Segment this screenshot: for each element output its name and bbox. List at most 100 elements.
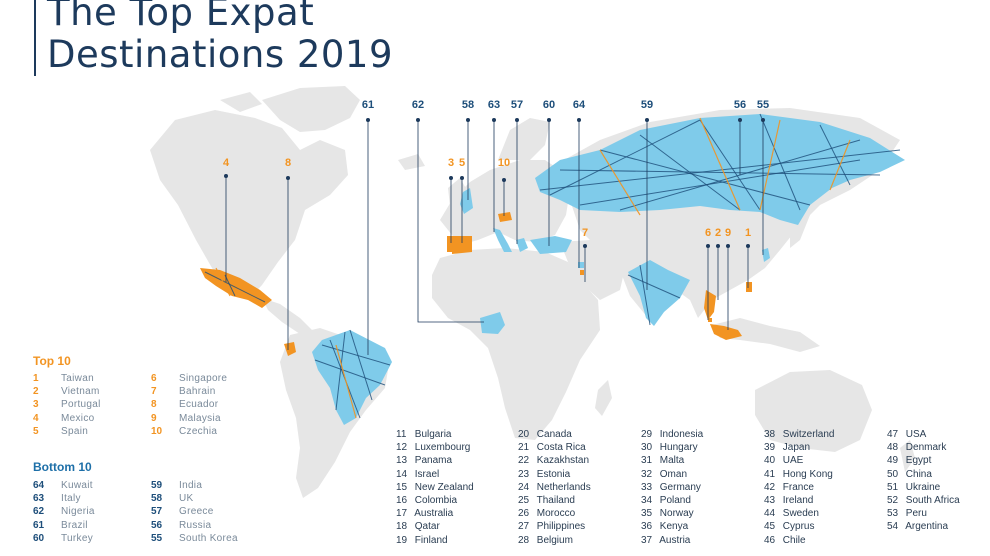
title-line-1: The Top Expat xyxy=(47,0,315,34)
rank-row: 34 Poland xyxy=(641,494,703,507)
land-central-america xyxy=(262,298,312,334)
rank-number: 52 xyxy=(887,495,899,507)
rank-row: 24 Netherlands xyxy=(518,481,591,494)
rank-row: 20 Canada xyxy=(518,428,591,441)
rank-number: 20 xyxy=(518,429,530,440)
map-rank-label: 55 xyxy=(757,99,769,111)
rank-row: 33 Germany xyxy=(641,481,703,494)
rank-country: Israel xyxy=(414,468,440,480)
leader-dot xyxy=(583,244,587,248)
stripe-line xyxy=(335,344,357,419)
rank-country: Germany xyxy=(659,481,701,493)
rank-row: 52 South Africa xyxy=(887,494,960,507)
rank-number: 43 xyxy=(764,495,776,507)
rank-row: 51 Ukraine xyxy=(887,481,960,494)
country-singapore xyxy=(708,318,712,322)
rank-country: Italy xyxy=(61,493,81,505)
rank-number: 37 xyxy=(641,534,653,546)
rank-row: 26 Morocco xyxy=(518,507,591,520)
bottom10-heading: Bottom 10 xyxy=(33,460,92,474)
rank-row: 5 Spain xyxy=(33,425,101,438)
map-rank-label: 1 xyxy=(745,227,751,239)
stripe-line xyxy=(829,139,851,191)
rank-country: Colombia xyxy=(414,495,458,507)
rank-row: 15 New Zealand xyxy=(396,481,474,494)
rank-number: 60 xyxy=(33,532,45,544)
rank-country: China xyxy=(905,468,932,480)
rank-number: 45 xyxy=(764,521,776,533)
rank-number: 62 xyxy=(33,506,45,518)
rank-country: Cyprus xyxy=(782,521,815,533)
country-taiwan xyxy=(746,282,752,292)
stripe-line xyxy=(335,331,346,411)
leader-dot xyxy=(726,244,730,248)
land-australia xyxy=(755,370,872,452)
rank-country: Russia xyxy=(179,519,212,531)
bottom10-col2: 59 India 58 UK 57 Greece 56 Russia 55 South Korea xyxy=(151,479,238,545)
rank-row: 30 Hungary xyxy=(641,441,703,454)
rank-country: Kenya xyxy=(659,521,689,533)
rank-country: Turkey xyxy=(61,532,93,544)
title-block: The Top Expat Destinations 2019 xyxy=(34,0,393,76)
rank-number: 50 xyxy=(887,468,899,480)
rank-number: 40 xyxy=(764,455,776,467)
map-rank-label: 57 xyxy=(511,99,523,111)
country-vietnam xyxy=(704,290,716,320)
rank-number: 25 xyxy=(518,495,530,507)
leader-dot xyxy=(449,176,453,180)
rank-country: Denmark xyxy=(905,442,947,454)
rank-row: 23 Estonia xyxy=(518,468,591,481)
stripe-line xyxy=(314,359,386,386)
rank-country: Norway xyxy=(659,508,694,520)
land-madagascar xyxy=(595,380,612,416)
rank-number: 12 xyxy=(396,442,408,454)
rank-number: 64 xyxy=(33,480,45,491)
rank-number: 8 xyxy=(151,399,157,411)
rank-row: 19 Finland xyxy=(396,534,474,547)
rank-number: 1 xyxy=(33,373,39,384)
stripe-line xyxy=(579,159,861,206)
rank-country: Hong Kong xyxy=(782,468,833,480)
stripe-line xyxy=(599,149,811,206)
rank-number: 5 xyxy=(33,425,39,437)
rank-country: Greece xyxy=(179,506,214,518)
map-rank-label: 10 xyxy=(498,157,510,169)
rank-row: 22 Kazakhstan xyxy=(518,454,591,467)
country-brazil xyxy=(312,330,392,425)
rank-row: 36 Kenya xyxy=(641,520,703,533)
country-bahrain xyxy=(580,270,584,275)
rank-number: 26 xyxy=(518,508,530,520)
rank-number: 49 xyxy=(887,455,899,467)
land-greenland xyxy=(262,86,360,132)
rank-number: 51 xyxy=(887,481,899,493)
country-greece xyxy=(516,238,528,252)
rank-country: Morocco xyxy=(536,508,576,520)
rank-number: 31 xyxy=(641,455,653,467)
rank-row: 63 Italy xyxy=(33,492,95,505)
rank-country: Kuwait xyxy=(61,480,93,491)
rank-country: Japan xyxy=(782,442,811,454)
rank-country: Bahrain xyxy=(179,386,216,398)
country-spain xyxy=(452,236,472,254)
middle-ranks-col2: 20 Canada 21 Costa Rica 22 Kazakhstan 23 Es… xyxy=(518,428,591,547)
rank-country: Portugal xyxy=(61,399,101,411)
top10-col1: 1 Taiwan 2 Vietnam 3 Portugal 4 Mexico 5 Spain xyxy=(33,372,101,438)
rank-number: 58 xyxy=(151,493,163,505)
land-se-asia-islands xyxy=(712,318,820,352)
rank-number: 54 xyxy=(887,521,899,533)
rank-number: 48 xyxy=(887,442,899,454)
rank-number: 30 xyxy=(641,442,653,454)
rank-number: 63 xyxy=(33,493,45,505)
map-rank-label: 7 xyxy=(582,227,588,239)
stripe-line xyxy=(539,149,901,191)
rank-row: 9 Malaysia xyxy=(151,412,227,425)
rank-country: France xyxy=(782,481,814,493)
rank-row: 10 Czechia xyxy=(151,425,227,438)
country-nigeria xyxy=(480,312,505,334)
country-malaysia xyxy=(710,324,742,340)
rank-row: 25 Thailand xyxy=(518,494,591,507)
map-rank-label: 56 xyxy=(734,99,746,111)
land-arctic-islands xyxy=(180,92,262,140)
rank-country: Malaysia xyxy=(179,412,221,424)
rank-number: 4 xyxy=(33,412,39,424)
